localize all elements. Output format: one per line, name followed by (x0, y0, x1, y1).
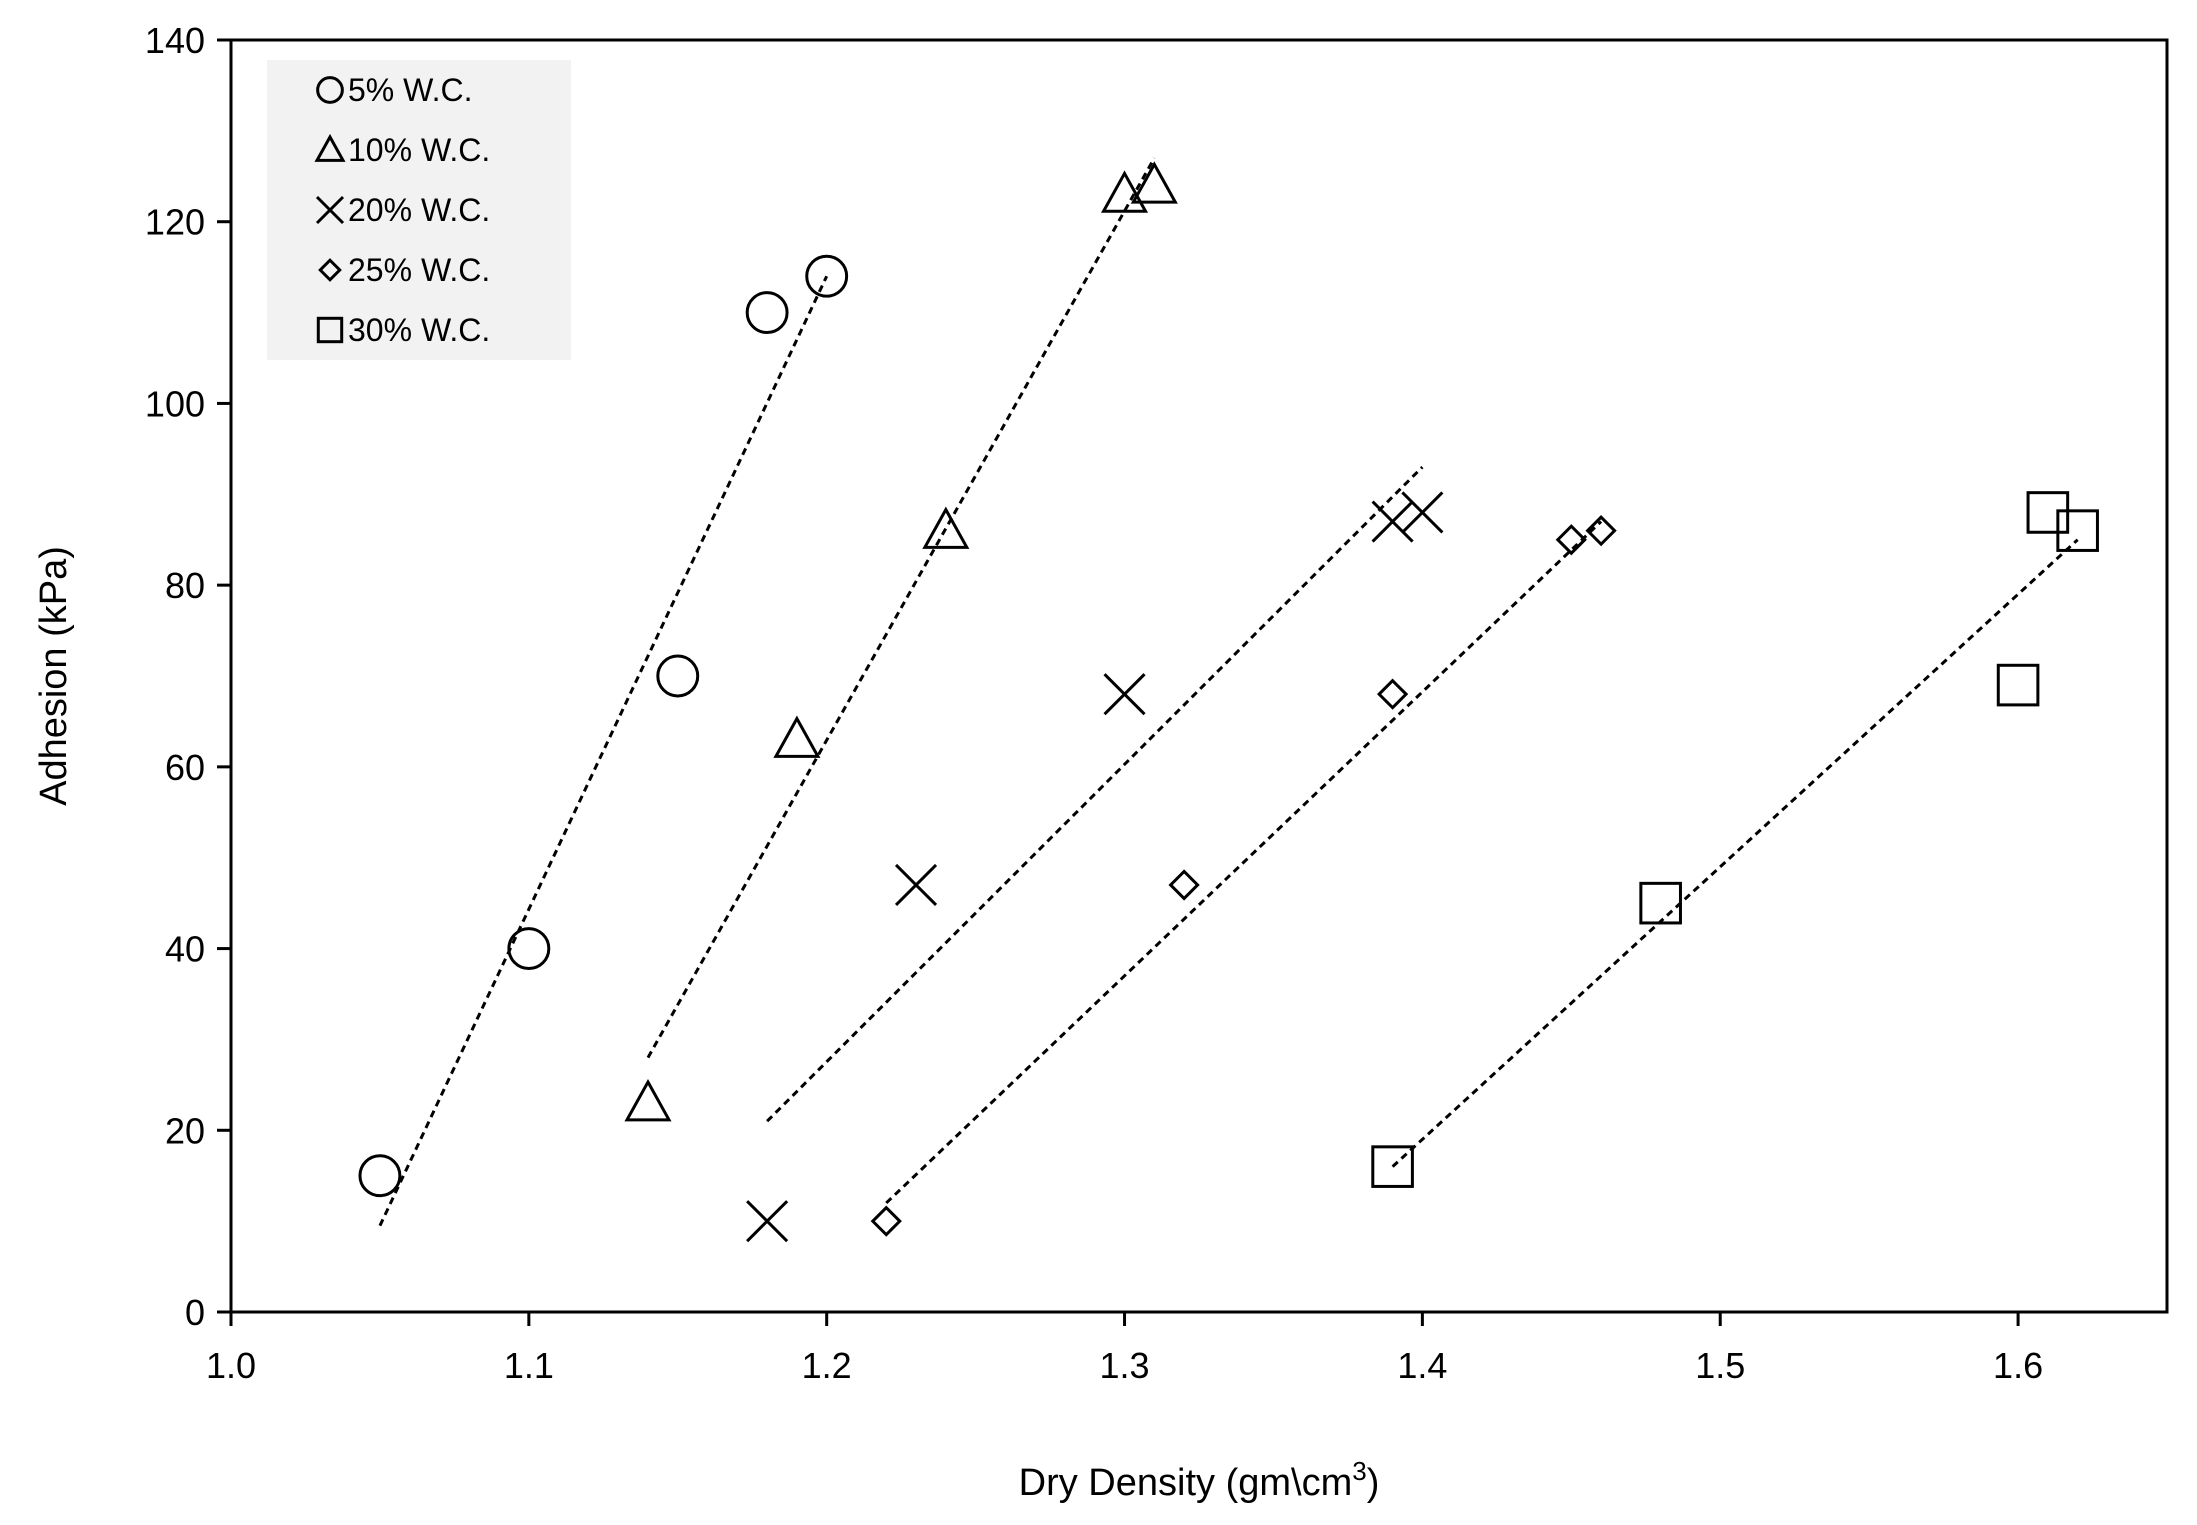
x-tick-label: 1.0 (206, 1345, 256, 1386)
legend: 5% W.C. 10% W.C. 20% W.C. 25% W.C. 30% W.C. (267, 60, 571, 360)
y-axis-title: Adhesion (kPa) (33, 546, 75, 806)
markers-layer (358, 161, 2099, 1243)
x-axis: 1.0 1.1 1.2 1.3 1.4 1.5 1.6 (206, 1312, 2043, 1386)
legend-item: 5% W.C. (316, 72, 472, 108)
data-point-circle (358, 1154, 402, 1198)
y-tick-label: 120 (145, 202, 205, 243)
legend-marker-triangle (314, 133, 346, 162)
legend-label: 25% W.C. (348, 252, 490, 288)
data-point-cross (1103, 673, 1146, 716)
x-axis-title-superscript: 3 (1352, 1456, 1366, 1486)
trendlines-layer (378, 157, 2079, 1227)
data-point-square (2056, 509, 2099, 552)
x-tick-label: 1.1 (504, 1345, 554, 1386)
trendline-cross (766, 465, 1424, 1123)
data-point-cross (1401, 491, 1444, 534)
data-point-triangle (773, 715, 821, 758)
data-point-cross (746, 1200, 789, 1243)
x-tick-label: 1.3 (1100, 1345, 1150, 1386)
legend-label: 10% W.C. (348, 132, 490, 168)
trendline-square (1391, 538, 2079, 1168)
data-point-diamond (1168, 869, 1200, 901)
data-point-diamond (1585, 515, 1617, 547)
y-tick-label: 60 (165, 747, 205, 788)
legend-item: 25% W.C. (318, 252, 490, 288)
y-tick-label: 140 (145, 20, 205, 61)
data-point-diamond (1555, 524, 1587, 556)
y-tick-label: 40 (165, 929, 205, 970)
data-point-triangle (1130, 161, 1178, 204)
y-tick-label: 20 (165, 1110, 205, 1151)
legend-marker-diamond (318, 258, 342, 282)
x-tick-label: 1.2 (802, 1345, 852, 1386)
data-point-triangle (1100, 170, 1149, 213)
x-tick-label: 1.5 (1695, 1345, 1745, 1386)
x-axis-title: Dry Density (gm\cm3) (1019, 1456, 1380, 1504)
trendline-diamond (885, 520, 1603, 1205)
data-point-square (2026, 491, 2070, 534)
x-tick-label: 1.6 (1993, 1345, 2043, 1386)
legend-item: 30% W.C. (316, 312, 490, 348)
legend-label: 30% W.C. (348, 312, 490, 348)
x-axis-title-main: Dry Density (gm\cm (1019, 1462, 1353, 1504)
data-point-triangle (922, 506, 970, 549)
plot-area-frame (229, 38, 2169, 1314)
data-point-circle (507, 927, 551, 971)
y-tick-label: 80 (165, 565, 205, 606)
data-point-circle (656, 654, 700, 698)
data-point-triangle (624, 1078, 672, 1122)
trendline-triangle (646, 157, 1156, 1059)
x-axis-title-suffix: ) (1367, 1462, 1380, 1504)
legend-marker-square (316, 316, 344, 344)
legend-marker-cross (315, 195, 345, 225)
y-tick-label: 0 (185, 1292, 205, 1333)
legend-label: 20% W.C. (348, 192, 490, 228)
legend-marker-circle (316, 76, 344, 104)
data-point-square (1371, 1145, 1414, 1188)
y-tick-label: 100 (145, 383, 205, 424)
data-point-square (1996, 663, 2040, 707)
data-point-diamond (1376, 678, 1409, 710)
x-tick-label: 1.4 (1397, 1345, 1447, 1386)
y-axis: 0 20 40 60 80 100 120 140 (145, 20, 231, 1333)
data-point-circle (745, 291, 789, 335)
data-point-diamond (870, 1205, 902, 1237)
data-point-circle (805, 254, 849, 298)
trendline-circle (378, 275, 829, 1227)
legend-label: 5% W.C. (348, 72, 472, 108)
legend-background (267, 60, 571, 360)
legend-item: 20% W.C. (315, 192, 490, 228)
data-point-cross (1371, 500, 1414, 543)
data-point-square (1639, 881, 1682, 925)
legend-item: 10% W.C. (314, 132, 490, 168)
data-point-cross (894, 863, 938, 907)
